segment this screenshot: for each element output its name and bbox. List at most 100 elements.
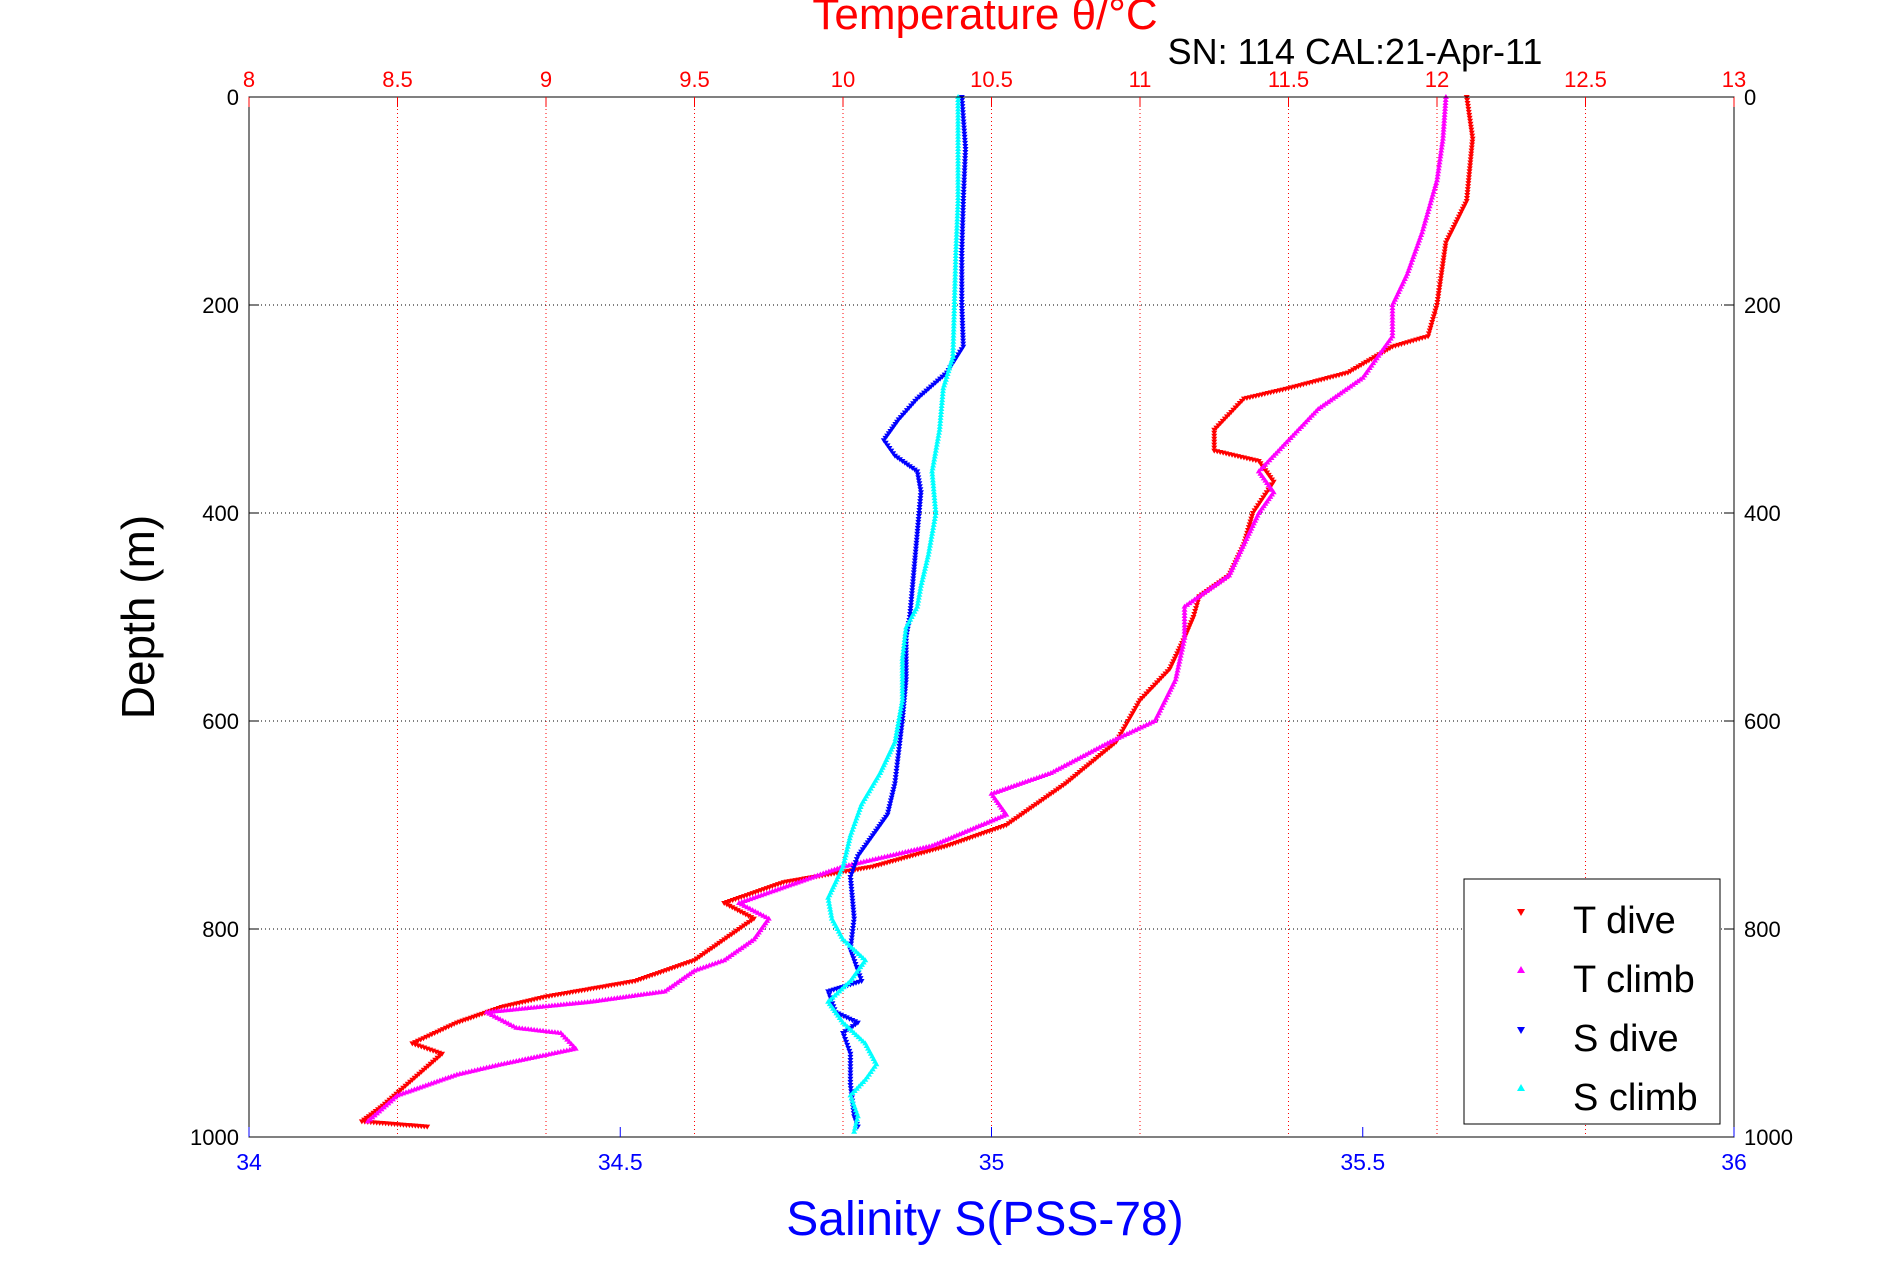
data-point-s-climb	[896, 715, 903, 721]
data-point-s-dive	[961, 168, 968, 174]
data-point-s-dive	[917, 493, 924, 499]
data-point-s-climb	[929, 465, 936, 471]
data-point-s-dive	[887, 801, 894, 807]
data-point-s-climb	[902, 630, 909, 636]
data-point-t-dive	[426, 1033, 433, 1039]
data-point-t-dive	[1188, 620, 1195, 626]
data-point-t-dive	[1128, 713, 1135, 719]
data-point-s-dive	[843, 1015, 850, 1021]
data-point-s-dive	[907, 609, 914, 615]
data-point-s-climb	[915, 597, 922, 603]
data-point-s-climb	[899, 697, 906, 703]
data-point-t-dive	[1246, 522, 1253, 528]
data-point-s-climb	[900, 646, 907, 652]
data-point-s-climb	[929, 468, 936, 474]
data-point-s-dive	[959, 217, 966, 223]
data-point-s-climb	[826, 900, 833, 906]
data-point-t-climb	[1179, 643, 1186, 649]
data-point-t-climb	[1439, 138, 1446, 144]
data-point-s-dive	[896, 740, 903, 746]
data-point-s-dive	[896, 743, 903, 749]
data-point-s-climb	[898, 703, 905, 709]
data-point-s-dive	[899, 716, 906, 722]
data-point-s-climb	[938, 403, 945, 409]
data-point-t-dive	[1386, 346, 1393, 352]
data-point-t-dive	[1467, 121, 1474, 127]
top-axis-title: Temperature θ/°C	[812, 0, 1157, 39]
data-point-t-dive	[1190, 615, 1197, 620]
data-point-s-climb	[854, 1113, 861, 1119]
data-point-t-dive	[1435, 291, 1442, 297]
data-point-t-dive	[1350, 367, 1357, 373]
data-point-s-dive	[915, 478, 922, 484]
data-point-s-dive	[903, 659, 910, 665]
data-point-s-dive	[894, 756, 901, 762]
data-point-s-dive	[846, 1048, 853, 1054]
data-point-t-dive	[1465, 184, 1472, 190]
data-point-s-dive	[902, 680, 909, 686]
data-point-s-climb	[932, 507, 939, 513]
data-point-t-climb	[1442, 105, 1449, 111]
data-point-t-climb	[1439, 135, 1446, 141]
data-point-t-dive	[1432, 308, 1439, 314]
data-point-s-climb	[955, 176, 962, 182]
data-point-s-dive	[959, 104, 966, 110]
data-point-t-dive	[1466, 112, 1473, 118]
data-point-s-dive	[910, 573, 917, 579]
data-point-t-dive	[1270, 479, 1277, 485]
data-point-s-climb	[931, 495, 938, 501]
data-point-s-climb	[933, 444, 940, 450]
data-point-t-dive	[1435, 294, 1442, 300]
data-point-s-climb	[899, 670, 906, 676]
data-point-s-dive	[889, 792, 896, 798]
data-point-t-dive	[434, 1029, 441, 1035]
data-point-s-dive	[958, 247, 965, 253]
data-point-s-climb	[953, 243, 960, 249]
data-point-t-dive	[740, 910, 747, 916]
data-point-t-dive	[1464, 193, 1471, 199]
data-point-t-dive	[1256, 500, 1263, 506]
data-point-s-climb	[954, 204, 961, 210]
data-point-s-climb	[842, 855, 849, 861]
data-point-s-climb	[954, 207, 961, 213]
data-point-s-climb	[955, 112, 962, 118]
data-point-s-climb	[930, 483, 937, 489]
data-point-s-climb	[955, 109, 962, 115]
data-point-s-dive	[887, 798, 894, 804]
data-point-s-climb	[932, 450, 939, 456]
legend-marker-t-climb	[1517, 966, 1525, 973]
data-point-s-climb	[952, 271, 959, 277]
data-point-s-climb	[899, 658, 906, 664]
data-point-s-climb	[930, 462, 937, 468]
data-point-s-dive	[849, 953, 856, 959]
data-point-s-dive	[913, 534, 920, 540]
data-point-s-climb	[948, 359, 955, 365]
data-point-s-climb	[954, 201, 961, 207]
data-point-t-dive	[1469, 139, 1476, 145]
data-point-t-dive	[1193, 606, 1200, 612]
data-point-t-climb	[1425, 206, 1432, 212]
data-point-s-climb	[952, 268, 959, 274]
data-point-s-climb	[955, 121, 962, 127]
data-point-s-dive	[847, 1076, 854, 1082]
data-point-t-climb	[1429, 191, 1436, 197]
data-point-s-dive	[885, 806, 892, 812]
data-point-t-dive	[742, 912, 749, 918]
depth-tick-label-left: 800	[202, 917, 239, 942]
data-point-s-dive	[847, 1067, 854, 1073]
data-point-t-dive	[1352, 366, 1359, 372]
data-point-t-climb	[1424, 211, 1431, 217]
data-point-s-climb	[853, 1119, 860, 1125]
data-point-t-climb	[1389, 305, 1396, 311]
data-point-s-dive	[958, 251, 965, 256]
data-point-s-dive	[909, 582, 916, 588]
data-point-s-climb	[946, 365, 953, 371]
data-point-s-climb	[854, 1116, 861, 1122]
data-point-s-climb	[929, 474, 936, 480]
data-point-s-climb	[955, 152, 962, 158]
data-point-s-climb	[955, 158, 962, 164]
data-point-s-climb	[955, 170, 962, 176]
data-point-t-climb	[1389, 317, 1396, 323]
data-point-s-dive	[916, 502, 923, 508]
data-point-s-dive	[960, 189, 967, 195]
